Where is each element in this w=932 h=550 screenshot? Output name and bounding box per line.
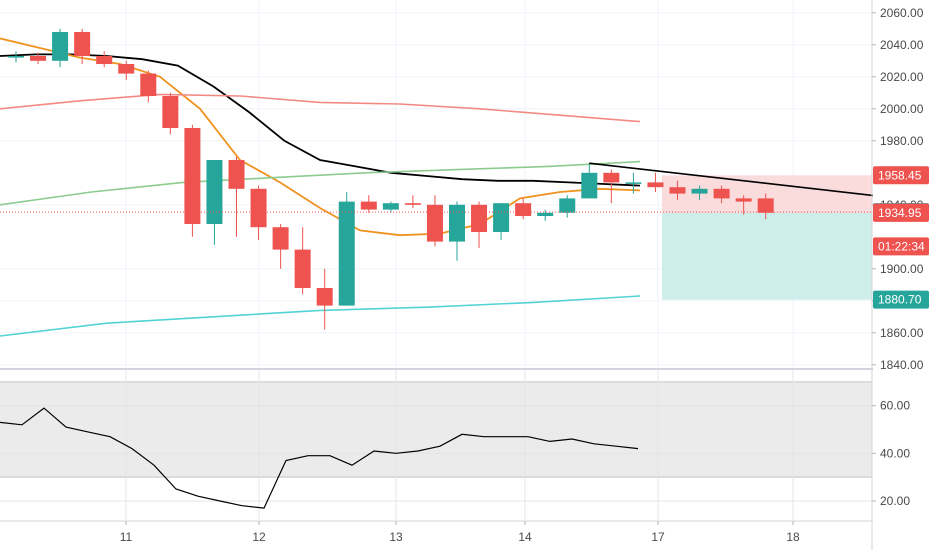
- candle-body: [162, 96, 179, 128]
- candle-body: [426, 204, 443, 242]
- price-tag: [873, 290, 929, 309]
- price-tag-label: 1934.95: [878, 206, 922, 220]
- price-axis-tick-label: 2040.00: [880, 38, 924, 52]
- take-profit-zone[interactable]: [662, 212, 872, 300]
- price-tag-label: 1880.70: [878, 293, 922, 307]
- candle-body: [647, 182, 664, 188]
- candle-body: [713, 188, 730, 199]
- candle-body: [184, 128, 201, 224]
- candle-body: [140, 73, 157, 96]
- price-tag-label: 1958.45: [878, 168, 922, 182]
- price-axis-tick-label: 2060.00: [880, 6, 924, 20]
- candle-body: [493, 203, 510, 232]
- candle-body: [625, 182, 642, 184]
- price-axis[interactable]: [873, 0, 932, 550]
- candle-body: [250, 188, 267, 228]
- candle-body: [757, 198, 774, 213]
- price-axis-tick-label: 2000.00: [880, 102, 924, 116]
- candle-body: [8, 56, 24, 58]
- candle-body: [74, 32, 91, 56]
- time-axis-tick-label: 17: [651, 530, 665, 544]
- candle-body: [449, 204, 465, 242]
- candle-body: [515, 203, 532, 216]
- time-axis-tick-label: 14: [518, 530, 532, 544]
- time-axis-tick-label: 12: [252, 530, 266, 544]
- oscillator-axis-tick-label: 20.00: [880, 494, 910, 508]
- candle-body: [581, 172, 598, 199]
- time-axis-tick-label: 18: [786, 530, 800, 544]
- candle-body: [316, 288, 333, 306]
- candles: [8, 28, 774, 330]
- candle-body: [603, 172, 620, 183]
- candle-body: [338, 201, 355, 306]
- candle-body: [691, 188, 708, 194]
- position-zones: [662, 175, 872, 300]
- candle-body: [294, 249, 311, 288]
- candle-body: [537, 212, 554, 216]
- oscillator-pane[interactable]: [0, 370, 872, 520]
- candle-body: [404, 203, 421, 205]
- candle-body: [52, 32, 69, 61]
- oscillator-grid: [0, 370, 872, 520]
- price-tag: [873, 166, 929, 185]
- moving-average-line-3: [0, 93, 641, 123]
- price-pane[interactable]: [0, 0, 932, 368]
- price-axis-tick-label: 1900.00: [880, 262, 924, 276]
- price-tag: [873, 203, 929, 222]
- candle-body: [382, 203, 399, 210]
- price-axis-tick-label: 2020.00: [880, 70, 924, 84]
- candle-body: [206, 160, 223, 224]
- price-tag: [873, 237, 929, 256]
- moving-average-line-2: [0, 37, 641, 237]
- candle-body: [96, 56, 113, 64]
- oscillator-axis-tick-label: 60.00: [880, 399, 910, 413]
- time-axis-tick-label: 11: [120, 530, 133, 544]
- candle-body: [30, 56, 47, 61]
- candle-body: [471, 204, 488, 232]
- oscillator-line: [0, 407, 639, 509]
- candle-body: [228, 160, 245, 189]
- price-tag-label: 01:22:34: [878, 239, 925, 253]
- price-axis-tick-label: 1980.00: [880, 134, 924, 148]
- candle-body: [669, 187, 686, 194]
- candle-body: [118, 64, 135, 74]
- price-axis-tick-label: 1840.00: [880, 358, 924, 372]
- oscillator-band: [0, 381, 872, 478]
- candle-body: [272, 227, 289, 250]
- candle-body: [735, 198, 752, 202]
- candle-body: [360, 201, 377, 210]
- moving-average-line-4: [0, 160, 641, 206]
- time-axis[interactable]: 11 12 13 14 17 18: [120, 521, 800, 544]
- oscillator-axis-labels: 60.00 40.00 20.00: [872, 399, 910, 508]
- oscillator-axis-tick-label: 40.00: [880, 446, 910, 460]
- time-axis-tick-label: 13: [389, 530, 403, 544]
- candle-body: [559, 198, 576, 213]
- price-axis-tick-label: 1860.00: [880, 326, 924, 340]
- moving-average-line-5: [0, 295, 641, 337]
